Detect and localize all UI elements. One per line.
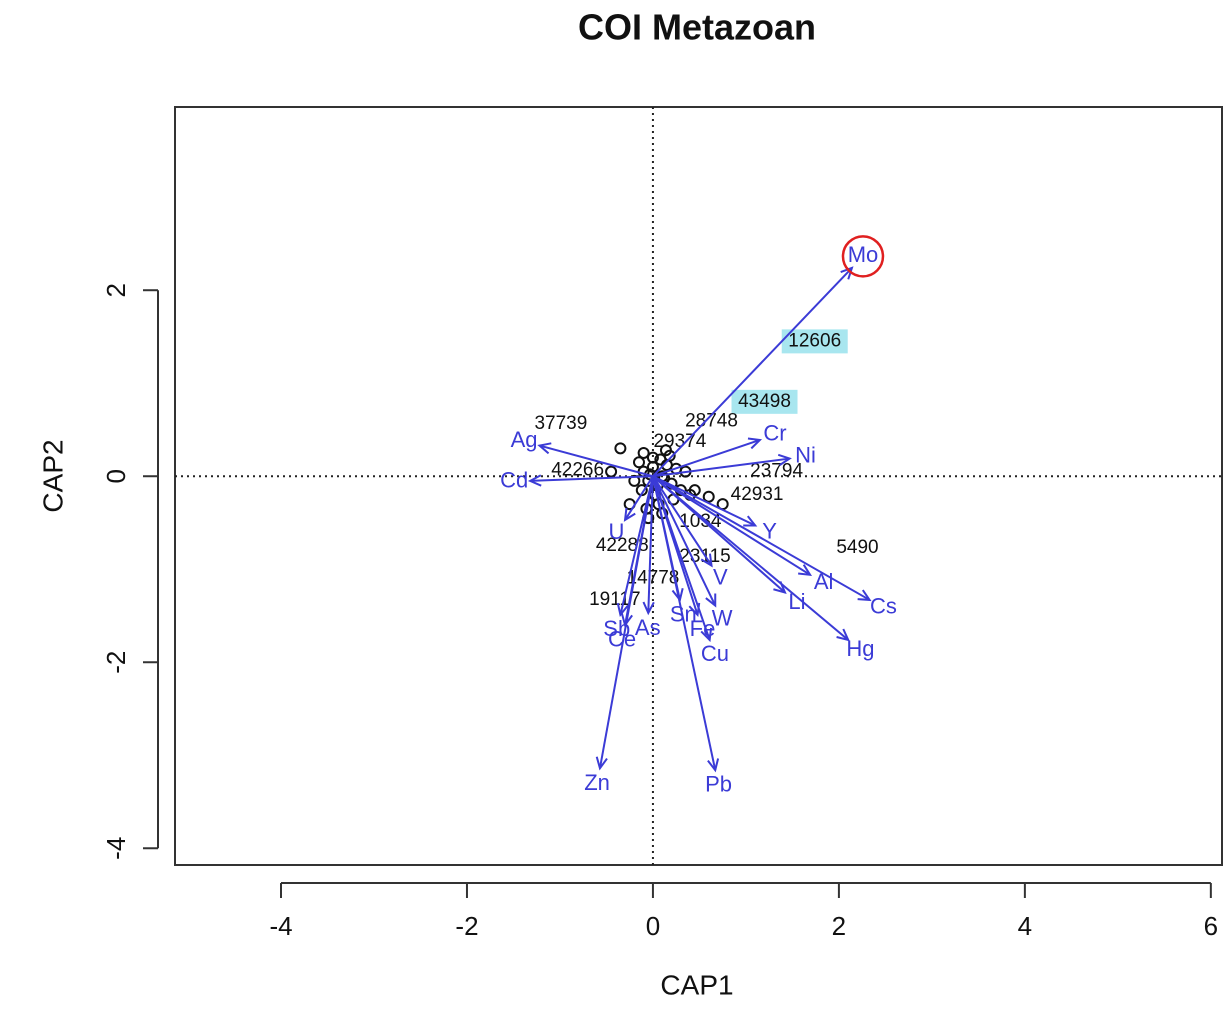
arrow-label: Li <box>788 589 805 614</box>
arrow-label: W <box>712 606 733 631</box>
arrow-head <box>616 602 629 618</box>
site-label: 5490 <box>836 537 878 558</box>
y-tick-label: 2 <box>101 283 131 297</box>
arrow <box>652 475 871 601</box>
arrow-label: Ni <box>795 442 816 467</box>
x-tick-label: -4 <box>269 911 292 941</box>
arrow-head <box>840 266 854 280</box>
chart-title: COI Metazoan <box>578 7 816 48</box>
site-label: 23794 <box>750 461 803 482</box>
arrow <box>652 475 756 527</box>
x-tick-label: -2 <box>455 911 478 941</box>
arrow-label: U <box>608 519 624 544</box>
arrow-label: Pb <box>705 772 732 797</box>
arrow-head <box>700 553 713 568</box>
site-point <box>688 484 701 497</box>
arrow <box>652 475 717 606</box>
site-label: 14778 <box>627 568 680 589</box>
arrow-head <box>743 515 758 527</box>
site-point <box>646 451 659 464</box>
arrow-head <box>527 474 542 487</box>
site-label: 12606 <box>788 330 841 351</box>
arrow-head <box>705 593 717 608</box>
arrow <box>652 475 811 576</box>
arrow-head <box>747 437 763 450</box>
arrow <box>624 476 654 626</box>
arrow-label: Zn <box>584 770 610 795</box>
arrow-label: Cd <box>500 467 528 492</box>
site-point <box>702 490 715 503</box>
site-label: 37739 <box>534 413 587 434</box>
site-highlight <box>731 389 798 414</box>
site-label: 19117 <box>589 589 640 610</box>
site-point <box>637 446 650 459</box>
arrow-head <box>777 453 792 466</box>
arrow <box>647 476 654 613</box>
y-tick-label: -2 <box>101 651 131 674</box>
site-point <box>614 442 627 455</box>
arrow-head <box>623 507 636 522</box>
arrow-head <box>700 627 713 643</box>
site-label: 43498 <box>738 391 791 412</box>
arrow-label: Cu <box>701 641 729 666</box>
arrow-head <box>620 613 633 628</box>
arrow-head <box>595 756 608 771</box>
arrow-head <box>707 758 720 773</box>
arrow-label: Cr <box>763 421 786 446</box>
site-label: 28748 <box>685 410 738 431</box>
plot-frame <box>174 106 1223 866</box>
arrow <box>652 457 790 478</box>
arrow-head <box>857 589 872 602</box>
arrow-head <box>642 601 655 616</box>
site-highlight <box>781 329 848 354</box>
site-label: 29374 <box>653 431 706 452</box>
arrow <box>652 475 713 567</box>
site-label: 42266 <box>551 460 604 481</box>
site-point <box>659 444 672 457</box>
arrow-label: Hg <box>846 636 874 661</box>
arrow-label: As <box>635 615 661 640</box>
y-tick-label: -4 <box>101 837 131 860</box>
site-point <box>628 474 641 487</box>
arrow-head <box>798 564 813 577</box>
highlight-circle <box>841 235 885 278</box>
x-tick-label: 4 <box>1018 911 1032 941</box>
arrow-label: Mo <box>848 242 879 267</box>
arrow-label: Cs <box>870 594 897 619</box>
arrow-label: V <box>713 565 728 590</box>
arrow <box>651 476 717 771</box>
site-label: 42931 <box>731 484 784 505</box>
y-axis-label: CAP2 <box>37 439 68 512</box>
arrow <box>652 267 853 477</box>
arrow <box>624 475 654 521</box>
arrow <box>619 476 654 616</box>
x-tick-label: 2 <box>832 911 846 941</box>
arrow-head <box>537 442 552 455</box>
arrow-label: Ag <box>511 427 538 452</box>
x-tick-label: 6 <box>1204 911 1218 941</box>
arrow <box>539 444 654 478</box>
x-tick-label: 0 <box>646 911 660 941</box>
arrow-label: Y <box>762 518 777 543</box>
arrow <box>651 475 711 641</box>
site-point <box>632 456 645 469</box>
y-tick-label: 0 <box>101 469 131 483</box>
arrow <box>530 475 653 482</box>
arrow-head <box>836 628 850 642</box>
arrow-label: Ce <box>608 627 636 652</box>
arrow <box>652 439 761 478</box>
x-axis-label: CAP1 <box>660 969 733 1000</box>
arrow <box>652 475 849 641</box>
site-point <box>605 465 618 478</box>
